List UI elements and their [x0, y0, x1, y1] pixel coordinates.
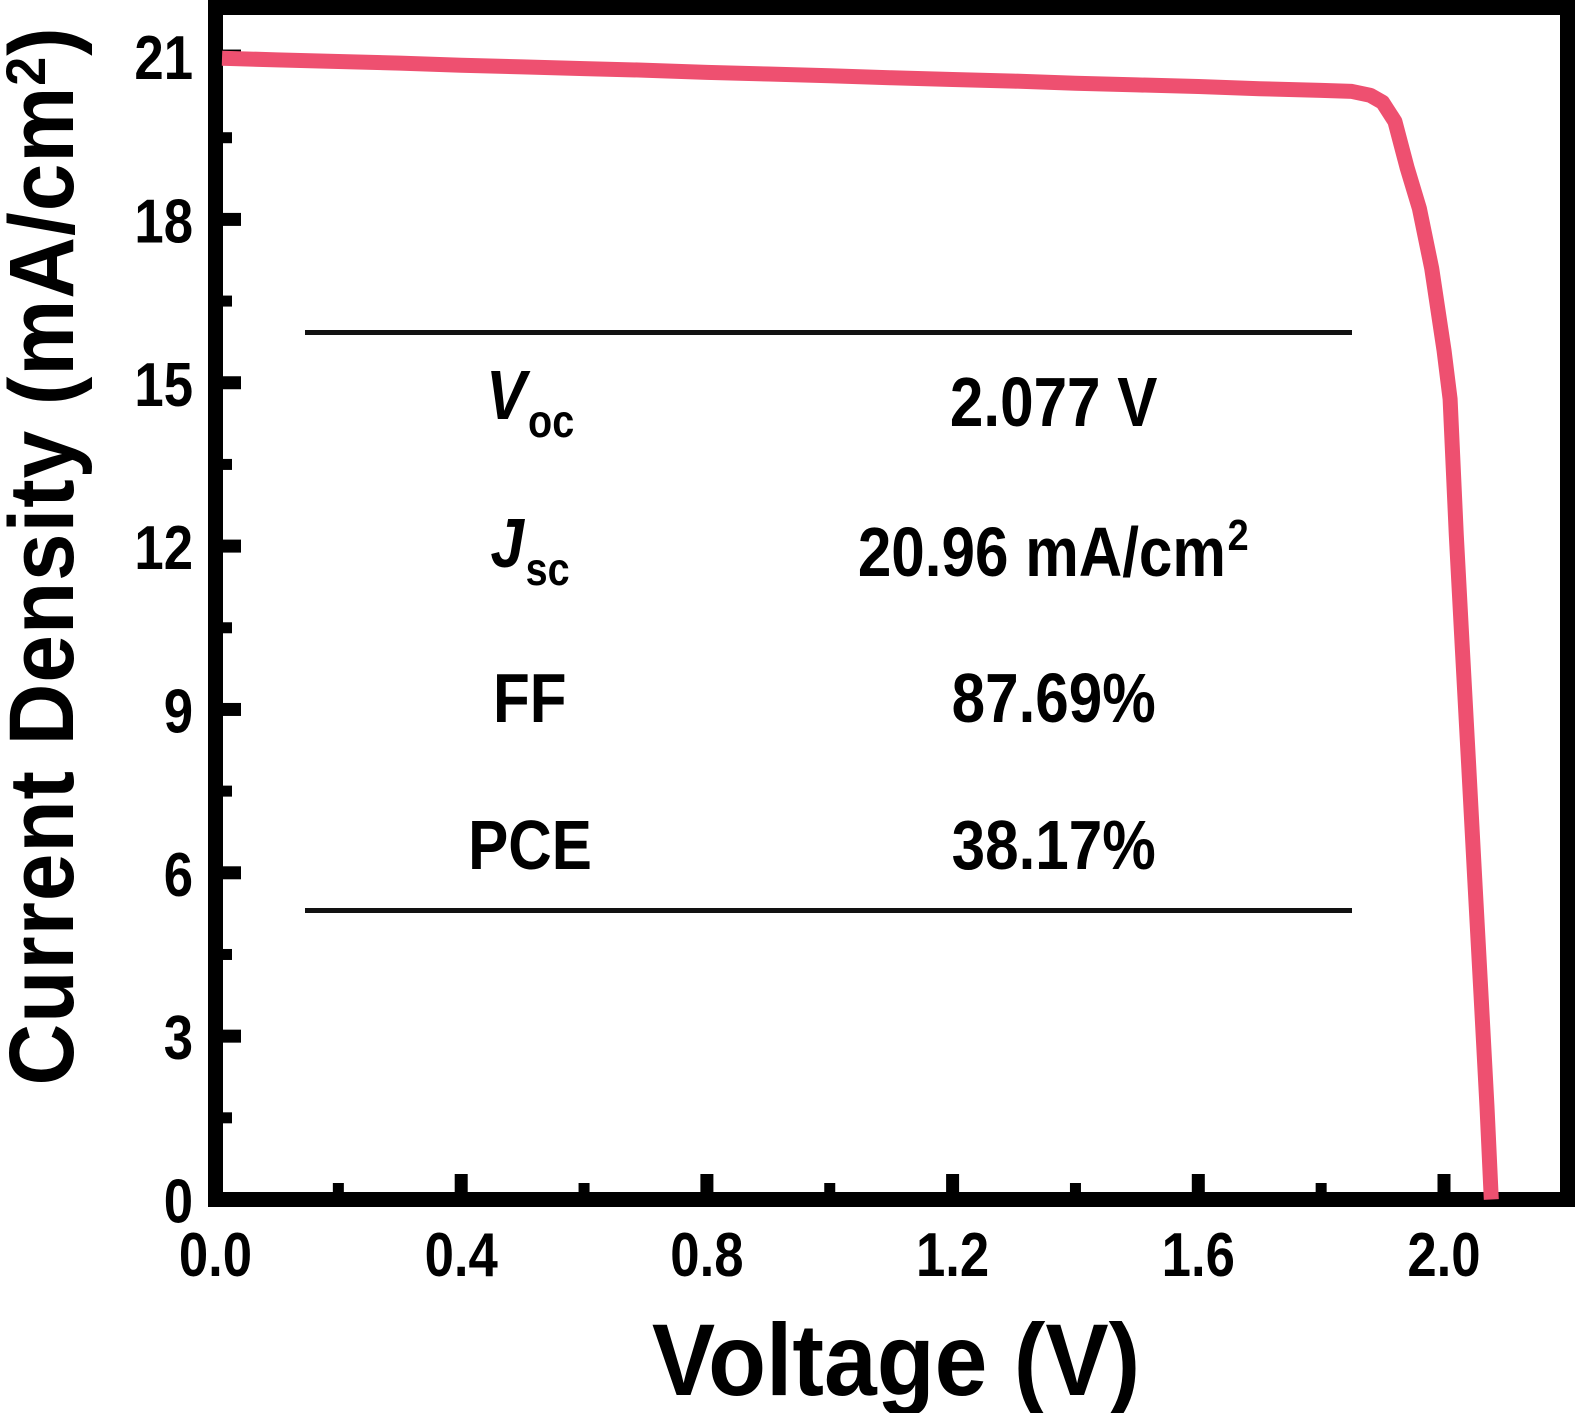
x-minor-tick [1315, 1183, 1327, 1192]
y-minor-tick [223, 295, 232, 307]
y-minor-tick [223, 1112, 232, 1124]
jv-curve [221, 50, 1499, 1200]
plot-frame [208, 0, 1575, 1207]
y-major-tick [223, 1193, 241, 1206]
y-tick-label: 3 [164, 1004, 193, 1073]
y-major-tick [223, 866, 241, 880]
ff-value: 87.69% [951, 659, 1156, 737]
y-minor-tick [223, 622, 232, 634]
table-row-voc: Voc 2.077 V [305, 352, 1352, 452]
y-tick-label: 12 [134, 514, 193, 583]
pce-label-cell: PCE [305, 810, 755, 880]
x-major-tick [946, 1174, 960, 1192]
voc-subscript: oc [527, 395, 575, 447]
device-parameters-table: Voc 2.077 V Jsc 20.96 mA/cm2 FF 87.69% [305, 330, 1352, 913]
table-top-rule [305, 330, 1352, 335]
jsc-value: 20.96 mA/cm [858, 512, 1227, 591]
y-major-tick [223, 376, 241, 390]
voc-value-cell: 2.077 V [755, 367, 1352, 437]
pce-value: 38.17% [951, 806, 1156, 884]
x-tick-label: 0.8 [670, 1221, 743, 1290]
x-tick-label: 0.4 [425, 1221, 498, 1290]
y-minor-tick [223, 458, 232, 470]
x-minor-tick [332, 1183, 344, 1192]
jsc-symbol: J [490, 504, 524, 582]
y-major-tick [223, 539, 241, 553]
y-tick-label: 18 [134, 187, 193, 256]
voc-symbol: V [486, 356, 527, 434]
x-major-tick [1437, 1174, 1451, 1192]
y-major-tick [223, 212, 241, 226]
y-tick-label: 15 [134, 351, 193, 420]
x-tick-label: 1.6 [1162, 1221, 1235, 1290]
y-minor-tick [223, 132, 232, 144]
ff-symbol: FF [493, 659, 567, 737]
x-minor-tick [1069, 1183, 1081, 1192]
x-minor-tick [824, 1183, 836, 1192]
y-major-tick [223, 702, 241, 716]
table-row-pce: PCE 38.17% [305, 795, 1352, 895]
jsc-label-cell: Jsc [305, 508, 755, 592]
y-tick-label: 21 [134, 24, 193, 93]
table-bottom-rule [305, 908, 1352, 913]
y-tick-label: 6 [164, 841, 193, 910]
x-axis-title: Voltage (V) [652, 1303, 1140, 1413]
jsc-subscript: sc [525, 543, 570, 595]
jsc-value-superscript: 2 [1227, 510, 1250, 560]
y-axis-title: Current Density (mA/cm2) [0, 26, 93, 1085]
x-major-tick [1191, 1174, 1205, 1192]
x-major-tick [700, 1174, 714, 1192]
y-minor-tick [223, 948, 232, 960]
jsc-value-cell: 20.96 mA/cm2 [755, 510, 1352, 587]
table-row-ff: FF 87.69% [305, 648, 1352, 748]
x-major-tick [454, 1174, 468, 1192]
voc-value: 2.077 V [949, 363, 1158, 441]
x-minor-tick [578, 1183, 590, 1192]
x-tick-label: 0.0 [179, 1221, 252, 1290]
y-minor-tick [223, 785, 232, 797]
voc-label-cell: Voc [305, 360, 755, 444]
y-major-tick [223, 1029, 241, 1043]
pce-symbol: PCE [468, 806, 592, 884]
y-tick-label: 0 [164, 1168, 193, 1237]
table-row-jsc: Jsc 20.96 mA/cm2 [305, 500, 1352, 600]
pce-value-cell: 38.17% [755, 810, 1352, 880]
ff-label-cell: FF [305, 663, 755, 733]
x-tick-label: 2.0 [1407, 1221, 1480, 1290]
x-major-tick [209, 1174, 222, 1192]
x-tick-label: 1.2 [916, 1221, 989, 1290]
ff-value-cell: 87.69% [755, 663, 1352, 733]
y-tick-label: 9 [164, 677, 193, 746]
